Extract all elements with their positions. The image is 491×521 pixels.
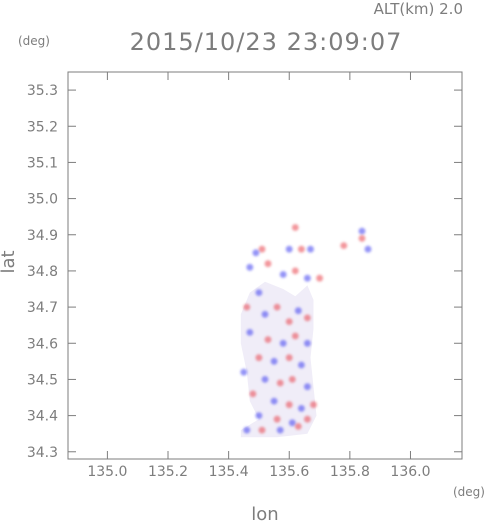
x-tick-label: 136.0 [390, 464, 430, 480]
negative-echo-cell [285, 245, 293, 253]
negative-echo-cell [298, 405, 305, 412]
negative-echo-cell [304, 383, 311, 391]
positive-echo-cell [249, 390, 257, 398]
x-tick-label: 135.0 [87, 464, 127, 480]
plot-frame [67, 71, 463, 460]
positive-echo-cell [316, 274, 323, 282]
positive-echo-cell [285, 354, 293, 362]
y-unit-label: (deg) [18, 34, 50, 48]
positive-echo-cell [291, 267, 299, 275]
negative-echo-cell [246, 263, 254, 271]
y-tick-label: 35.1 [27, 155, 58, 171]
y-tick-label: 34.4 [27, 409, 58, 425]
positive-echo-cell [258, 426, 266, 434]
positive-echo-cell [264, 260, 272, 268]
negative-echo-cell [304, 339, 311, 347]
positive-echo-cell [273, 415, 281, 423]
negative-echo-cell [255, 289, 263, 296]
positive-echo-cell [243, 303, 251, 311]
x-tick-label: 135.8 [330, 464, 370, 480]
positive-echo-cell [304, 314, 311, 322]
x-axis: 135.0 135.2 135.4 135.6 135.8 136.0 [87, 72, 431, 480]
positive-echo-cell [288, 376, 296, 383]
positive-echo-cell [304, 415, 311, 423]
y-tick-label: 34.7 [27, 300, 58, 316]
positive-echo-cell [298, 245, 305, 253]
positive-echo-cell [285, 318, 293, 325]
x-unit-label: (deg) [453, 485, 485, 499]
negative-echo-cell [270, 357, 278, 365]
altitude-label: ALT(km) 2.0 [374, 0, 463, 18]
y-axis-label: lat [0, 250, 19, 273]
negative-echo-cell [261, 376, 269, 383]
x-tick-label: 135.6 [269, 464, 309, 480]
y-tick-label: 34.6 [27, 336, 58, 352]
positive-echo-cell [264, 336, 272, 343]
chart-title: 2015/10/23 23:09:07 [130, 28, 403, 56]
negative-echo-cell [255, 412, 263, 419]
x-tick-label: 135.2 [148, 464, 188, 480]
x-tick-label: 135.4 [209, 464, 249, 480]
x-axis-label: lon [251, 504, 278, 521]
echo-region [240, 281, 317, 438]
negative-echo-cell [252, 249, 260, 257]
y-tick-label: 34.3 [27, 445, 58, 461]
negative-echo-cell [279, 339, 287, 347]
positive-echo-cell [310, 401, 317, 409]
y-tick-label: 35.0 [27, 192, 58, 208]
positive-echo-cell [291, 224, 299, 231]
negative-echo-cell [298, 361, 305, 369]
positive-echo-cell [291, 332, 299, 340]
y-tick-label: 34.9 [27, 228, 58, 244]
positive-echo-cell [258, 245, 266, 253]
positive-echo-cell [294, 423, 302, 430]
negative-echo-cell [294, 307, 302, 315]
positive-echo-cell [285, 401, 293, 409]
y-tick-label: 35.2 [27, 119, 58, 135]
negative-echo-cell [240, 368, 248, 376]
negative-echo-cell [307, 245, 314, 253]
negative-echo-cell [276, 426, 284, 434]
positive-echo-cell [255, 354, 263, 362]
positive-echo-cell [340, 242, 348, 250]
negative-echo-cell [304, 274, 311, 282]
negative-echo-cell [358, 227, 366, 235]
y-axis: 34.3 34.4 34.5 34.6 34.7 34.8 34.9 35.0 35.1 35.2… [27, 83, 462, 461]
positive-echo-cell [276, 379, 284, 387]
negative-echo-cell [243, 426, 251, 434]
negative-echo-cell [288, 419, 296, 427]
negative-echo-cell [261, 310, 269, 318]
y-tick-label: 35.3 [27, 83, 58, 99]
negative-echo-cell [364, 245, 372, 253]
echo-field [240, 224, 372, 438]
positive-echo-cell [273, 303, 281, 311]
positive-echo-cell [358, 235, 366, 242]
y-tick-label: 34.5 [27, 372, 58, 388]
y-tick-label: 34.8 [27, 264, 58, 280]
negative-echo-cell [246, 329, 254, 336]
negative-echo-cell [270, 397, 278, 405]
negative-echo-cell [279, 271, 287, 278]
